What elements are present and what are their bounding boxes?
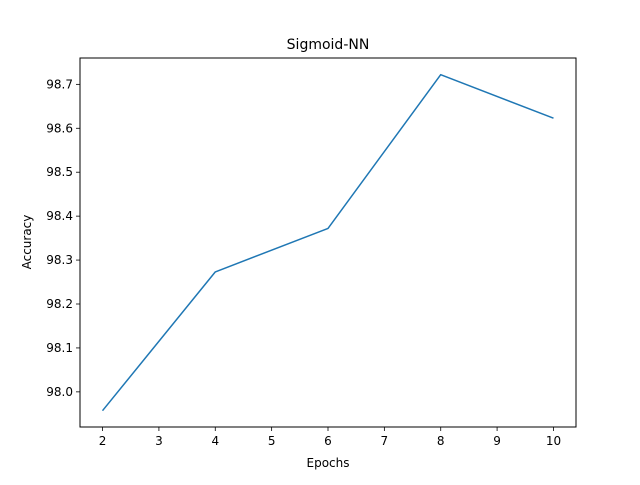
x-tick-label: 6 bbox=[324, 434, 332, 448]
y-tick-label: 98.0 bbox=[46, 385, 73, 399]
y-tick-label: 98.1 bbox=[46, 341, 73, 355]
axis-ticks: 2 3 4 5 6 7 8 9 10 98.0 98.1 98.2 98.3 98.4 98.5 98.6 98… bbox=[46, 77, 561, 448]
x-tick-label: 3 bbox=[155, 434, 163, 448]
y-tick-label: 98.2 bbox=[46, 297, 73, 311]
x-tick-label: 8 bbox=[437, 434, 445, 448]
axes-frame bbox=[79, 57, 577, 428]
chart-title: Sigmoid-NN bbox=[287, 37, 370, 53]
x-tick-label: 2 bbox=[99, 434, 107, 448]
x-tick-label: 9 bbox=[493, 434, 501, 448]
plot-area bbox=[101, 73, 554, 412]
x-tick-label: 4 bbox=[211, 434, 219, 448]
x-tick-label: 10 bbox=[546, 434, 561, 448]
y-tick-label: 98.3 bbox=[46, 253, 73, 267]
x-tick-label: 7 bbox=[381, 434, 389, 448]
y-tick-label: 98.7 bbox=[46, 77, 73, 91]
y-tick-label: 98.6 bbox=[46, 121, 73, 135]
x-tick-label: 5 bbox=[268, 434, 276, 448]
x-axis-label: Epochs bbox=[307, 456, 350, 470]
y-axis-label: Accuracy bbox=[20, 215, 34, 270]
y-tick-label: 98.5 bbox=[46, 165, 73, 179]
series-line bbox=[101, 73, 554, 412]
y-tick-label: 98.4 bbox=[46, 209, 73, 223]
